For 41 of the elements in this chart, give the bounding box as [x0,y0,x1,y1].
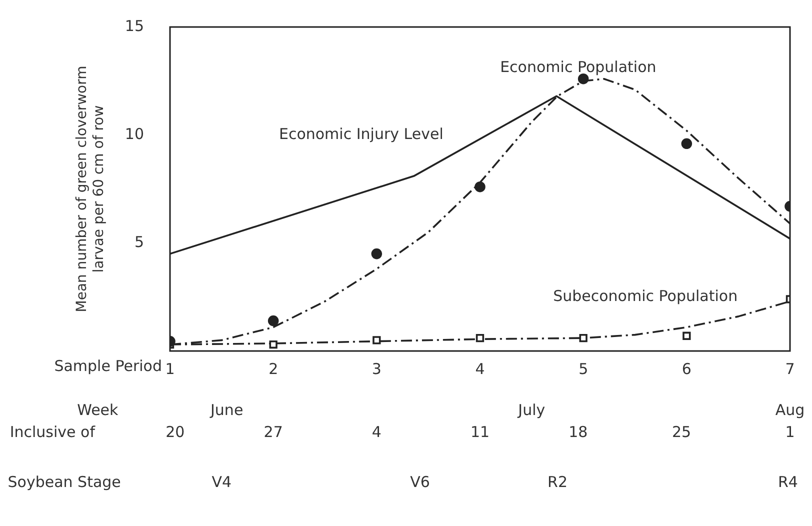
x-tick-label: 2 [268,360,278,378]
point [269,340,278,349]
x-tick-label: 5 [578,360,588,378]
x-tick-label: 4 [475,360,485,378]
x-tick-label: 3 [372,360,382,378]
text: Week [77,400,119,419]
text: 4 [372,422,382,441]
point [579,334,588,342]
x-tick-label: 1 [165,360,175,378]
text: July [517,400,546,419]
y-tick-label: 10 [124,124,144,143]
y-axis-title: Mean number of green cloverworm larvae per 60 cm of row [74,66,107,312]
point [682,332,691,340]
text: Soybean Stage [8,472,121,491]
point [474,181,486,192]
text: 18 [568,422,588,441]
point [372,336,381,344]
text: 27 [264,422,283,441]
text: 11 [470,422,490,441]
series-label: Economic Population [500,58,656,76]
text: Aug [775,400,805,419]
text: 1 [785,422,795,441]
text: V4 [212,472,232,491]
x-axis-title: Sample Period [54,356,162,375]
y-tick-label: 15 [124,16,144,35]
text: R2 [548,472,568,491]
series-label: Subeconomic Population [553,286,738,305]
point [371,248,382,260]
text: 20 [166,422,185,441]
series-label: Economic Injury Level [278,124,444,143]
text: 25 [672,422,692,441]
x-tick-label: 6 [682,360,692,378]
point [476,334,484,342]
text: Inclusive of [10,422,96,441]
text: R4 [778,472,798,491]
y-tick-label: 5 [134,232,144,251]
point [681,138,692,150]
text: V6 [410,472,430,491]
x-tick-label: 7 [785,360,795,378]
point [268,315,279,326]
text: June [209,400,244,419]
